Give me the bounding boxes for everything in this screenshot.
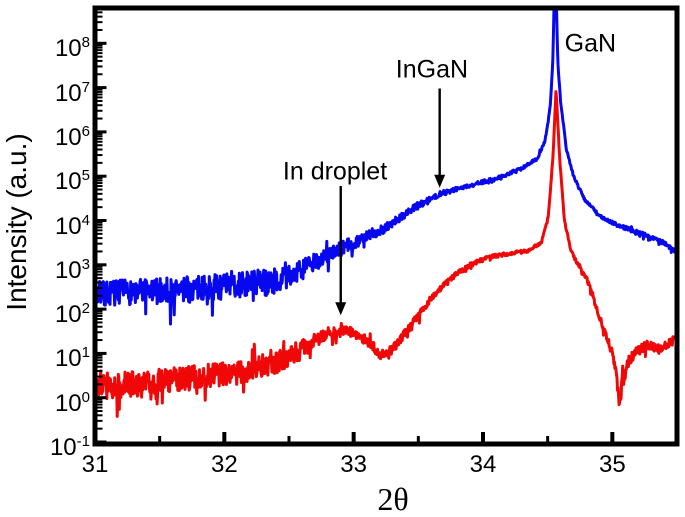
y-tick-label: 101 — [54, 344, 90, 373]
x-axis-title: 2θ — [377, 481, 409, 517]
plot-frame — [92, 5, 680, 447]
annotation-arrowhead-ingan — [434, 174, 446, 188]
y-tick-label: 103 — [54, 255, 90, 284]
x-tick-label: 32 — [210, 451, 238, 478]
y-tick-label: 106 — [54, 122, 90, 151]
series-red-curve — [95, 90, 677, 418]
y-tick-label: 104 — [54, 211, 90, 240]
annotation-ingan: InGaN — [395, 55, 469, 84]
y-axis-title: Intensity (a.u.) — [1, 133, 32, 311]
x-tick-label: 35 — [598, 451, 626, 478]
x-tick-label: 33 — [340, 451, 367, 478]
y-tick-label: 107 — [54, 78, 90, 107]
series-blue-curve — [95, 8, 677, 329]
y-tick-label: 105 — [54, 167, 90, 196]
y-tick-label: 102 — [54, 300, 90, 329]
x-tick-label: 31 — [81, 451, 109, 478]
annotation-gan: GaN — [564, 29, 617, 58]
annotation-in-droplet: In droplet — [282, 157, 388, 186]
x-tick-label: 34 — [469, 451, 497, 478]
y-tick-label: 100 — [54, 388, 90, 417]
annotation-arrowhead-in-droplet — [335, 302, 347, 316]
y-tick-label: 108 — [54, 34, 90, 63]
y-tick-label: 10-1 — [49, 433, 90, 461]
